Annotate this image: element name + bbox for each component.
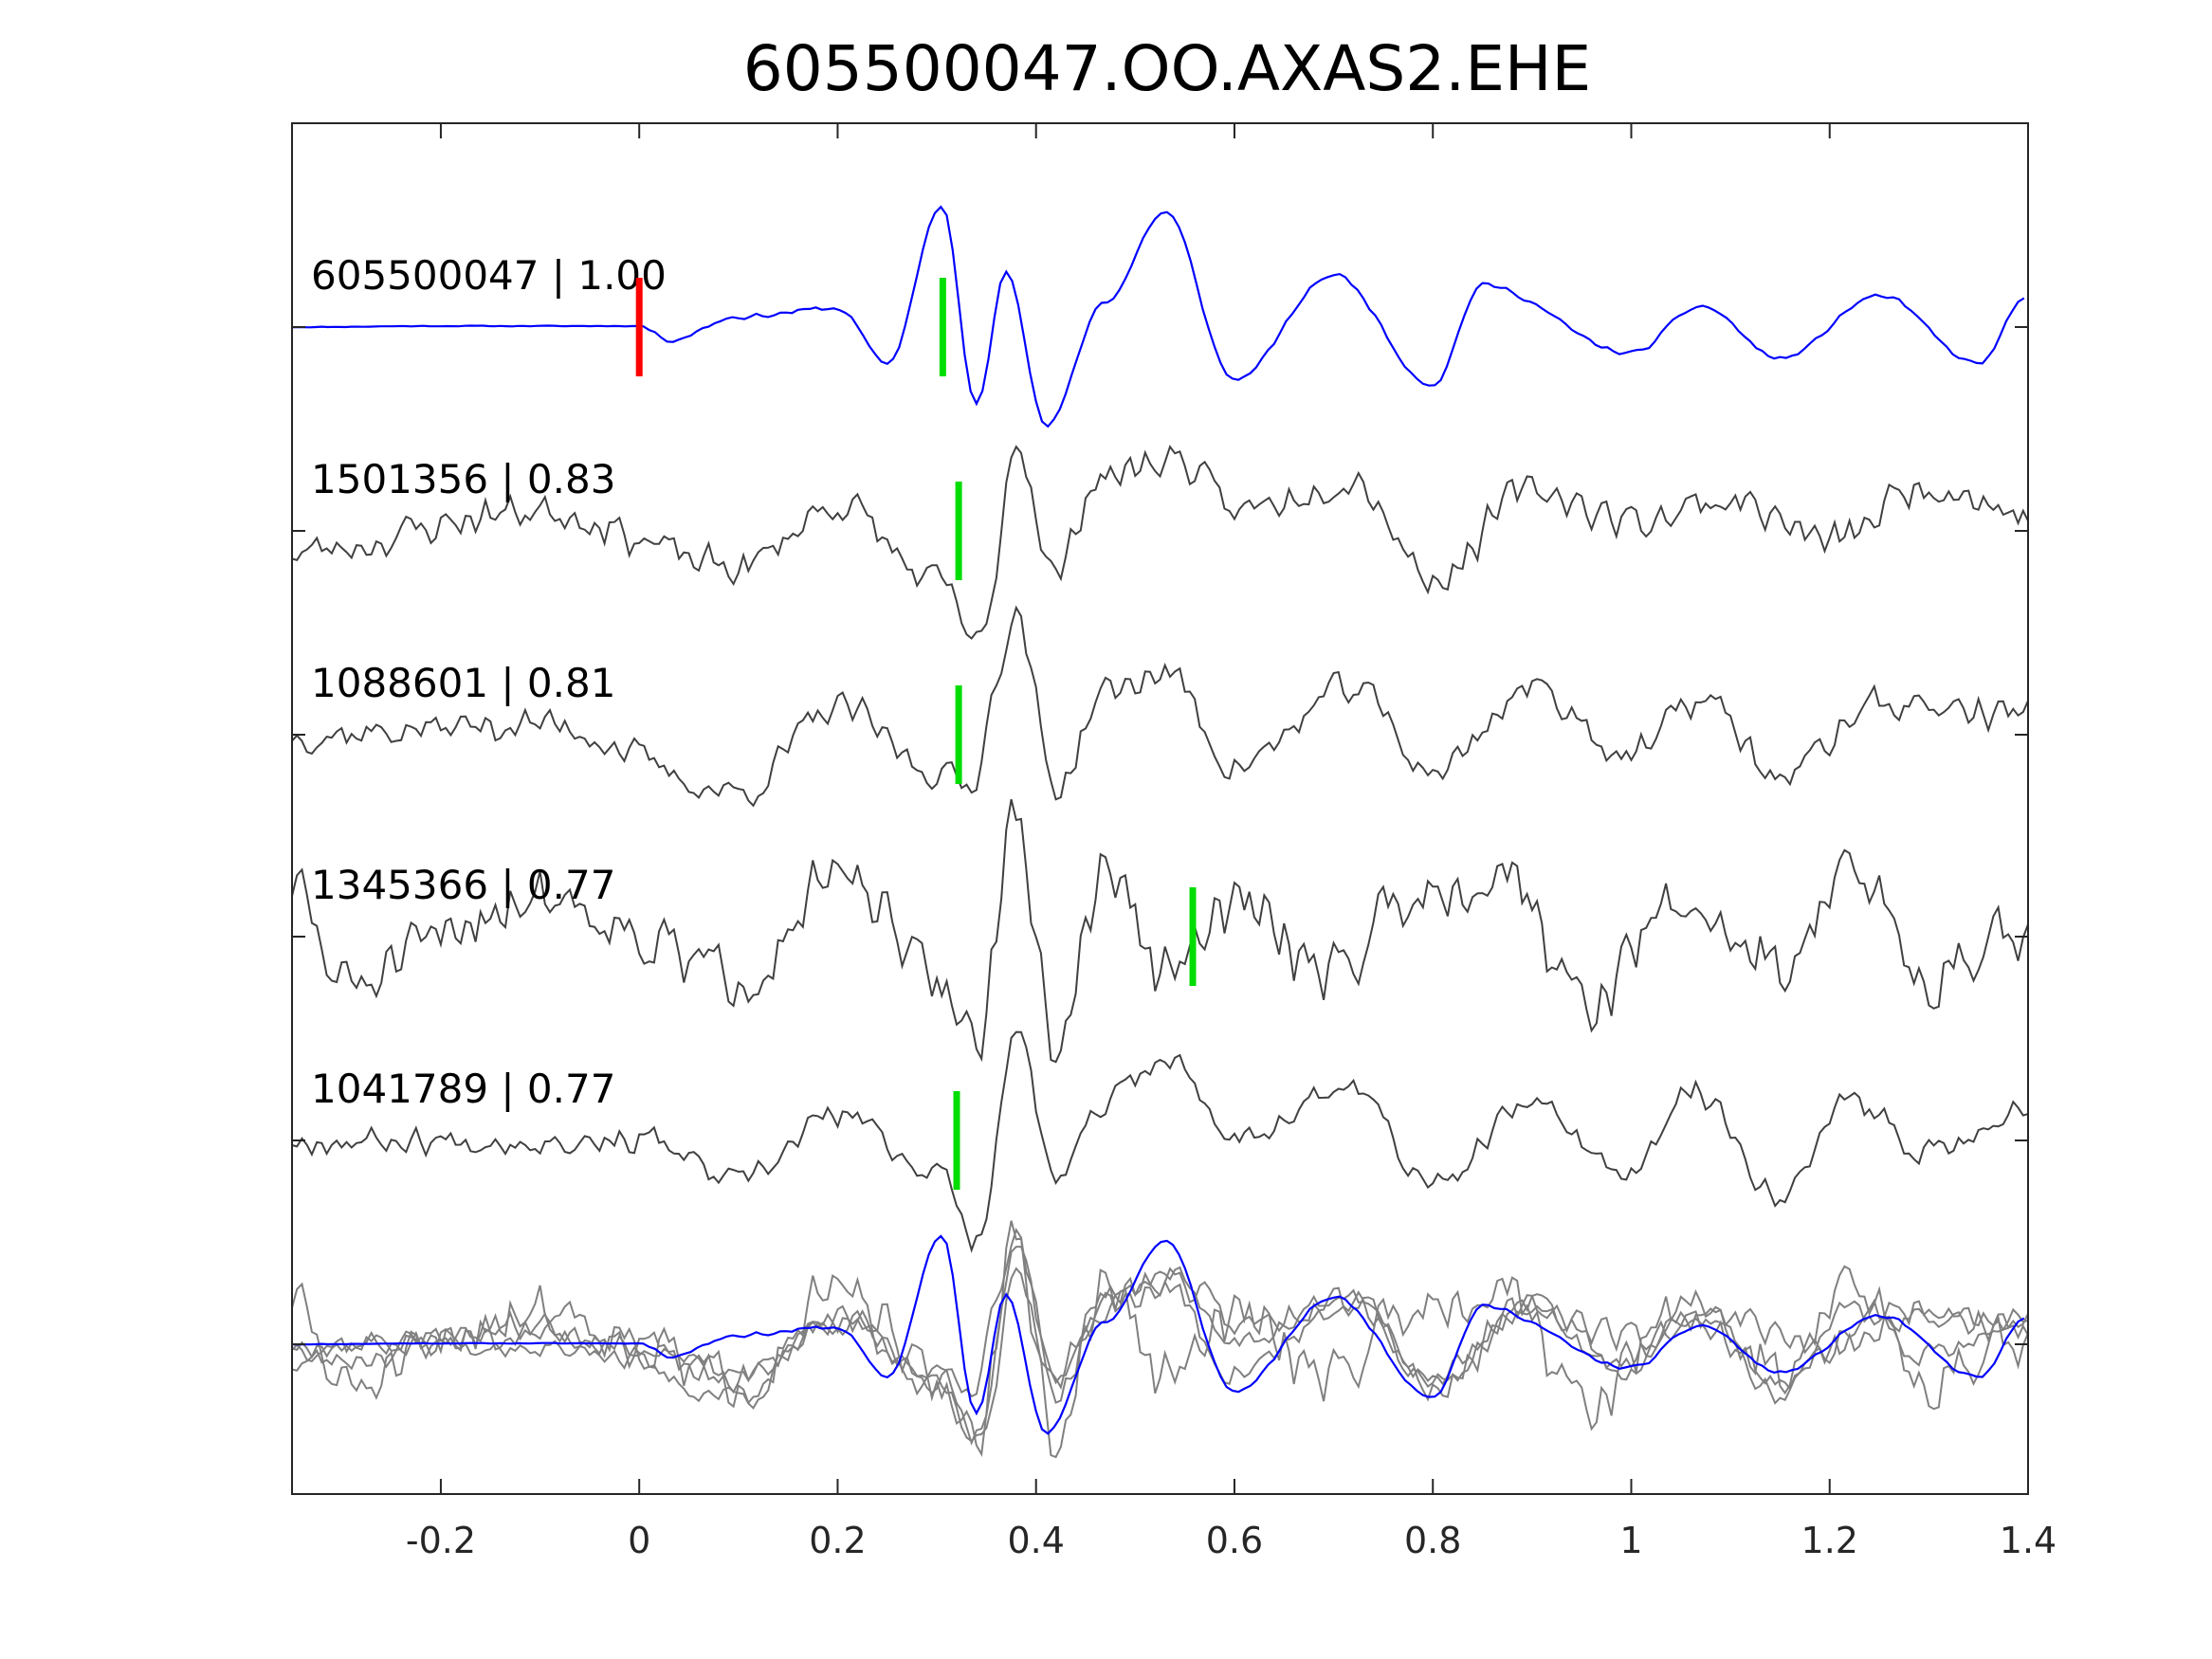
trace-label-1501356: 1501356 | 0.83 bbox=[311, 456, 615, 502]
x-tick-label: 1 bbox=[1619, 1520, 1642, 1561]
trace-1088601 bbox=[291, 605, 2029, 808]
pick-markers bbox=[635, 278, 1197, 1190]
trace-1345366 bbox=[291, 798, 2029, 1064]
x-tick-label: 0.6 bbox=[1206, 1520, 1263, 1561]
trace-label-1345366: 1345366 | 0.77 bbox=[311, 862, 615, 908]
overlay-trace-1345366 bbox=[291, 1220, 2029, 1459]
x-axis: -0.2 0 0.2 0.4 0.6 0.8 1 1.2 1.4 bbox=[292, 123, 2057, 1561]
overlay-trace-1041789 bbox=[291, 1246, 2029, 1447]
trace-605500047 bbox=[292, 205, 2025, 428]
x-tick-label: 0.8 bbox=[1404, 1520, 1461, 1561]
x-tick-label: 0.2 bbox=[809, 1520, 866, 1561]
trace-1041789 bbox=[291, 1030, 2029, 1253]
trace-1501356 bbox=[291, 445, 2029, 640]
overlay-trace-1088601 bbox=[291, 1228, 2029, 1410]
x-tick-label: 1.4 bbox=[2000, 1520, 2057, 1561]
x-tick-label: -0.2 bbox=[406, 1520, 476, 1561]
x-tick-label: 1.2 bbox=[1801, 1520, 1858, 1561]
trace-label-1088601: 1088601 | 0.81 bbox=[311, 660, 615, 706]
trace-labels: 605500047 | 1.00 1501356 | 0.83 1088601 | … bbox=[311, 252, 667, 1112]
x-tick-label: 0 bbox=[628, 1520, 650, 1561]
plot-area bbox=[291, 205, 2029, 1459]
overlay-trace-605500047 bbox=[291, 1234, 2025, 1435]
x-tick-label: 0.4 bbox=[1007, 1520, 1064, 1561]
axes-box bbox=[291, 122, 2029, 1495]
trace-label-1041789: 1041789 | 0.77 bbox=[311, 1066, 615, 1112]
chart-title: 605500047.OO.AXAS2.EHE bbox=[743, 32, 1592, 105]
trace-label-605500047: 605500047 | 1.00 bbox=[311, 252, 667, 299]
